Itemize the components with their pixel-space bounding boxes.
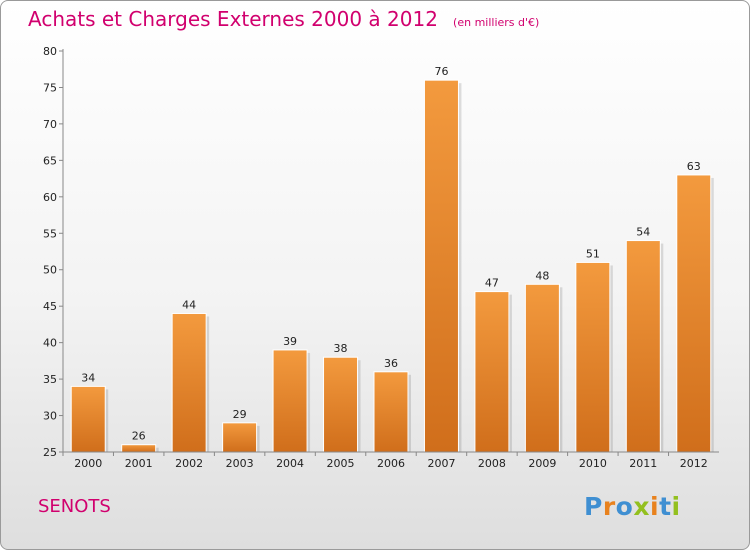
y-tick-label: 35 bbox=[43, 373, 57, 386]
x-tick-label: 2008 bbox=[478, 457, 506, 470]
y-tick-label: 30 bbox=[43, 410, 57, 423]
x-tick-label: 2009 bbox=[528, 457, 556, 470]
y-tick-label: 45 bbox=[43, 300, 57, 313]
bar-2004 bbox=[272, 349, 308, 453]
data-label-2007: 76 bbox=[434, 65, 448, 78]
x-tick-label: 2012 bbox=[680, 457, 708, 470]
y-tick-label: 55 bbox=[43, 227, 57, 240]
y-tick-label: 60 bbox=[43, 191, 57, 204]
x-tick-label: 2001 bbox=[125, 457, 153, 470]
x-tick-label: 2004 bbox=[276, 457, 304, 470]
data-label-2008: 47 bbox=[485, 277, 499, 290]
chart-subtitle: (en milliers d'€) bbox=[453, 16, 540, 29]
bar-2001 bbox=[121, 444, 157, 453]
bar-2000 bbox=[70, 385, 106, 453]
bar-2009 bbox=[524, 283, 560, 453]
y-tick-label: 50 bbox=[43, 264, 57, 277]
axes-layer: 2000 2001 2002 2003 2004 2005 2006 2007 2008 2009… bbox=[43, 45, 719, 470]
bar-2010 bbox=[575, 261, 611, 453]
brand-letter: r bbox=[602, 492, 616, 521]
data-label-2009: 48 bbox=[535, 269, 549, 282]
x-tick-label: 2005 bbox=[327, 457, 355, 470]
y-tick-label: 70 bbox=[43, 118, 57, 131]
bar-2005 bbox=[323, 356, 359, 453]
x-tick-label: 2011 bbox=[629, 457, 657, 470]
bar-2008 bbox=[474, 291, 510, 453]
y-tick-label: 40 bbox=[43, 337, 57, 350]
data-label-2002: 44 bbox=[182, 298, 196, 311]
data-label-2006: 36 bbox=[384, 357, 398, 370]
bar-2003 bbox=[222, 422, 258, 453]
brand-letter: x bbox=[633, 492, 650, 521]
y-tick-label: 80 bbox=[43, 45, 57, 58]
x-tick-label: 2006 bbox=[377, 457, 405, 470]
data-label-2000: 34 bbox=[81, 371, 95, 384]
y-tick-label: 65 bbox=[43, 154, 57, 167]
data-label-2011: 54 bbox=[636, 226, 650, 239]
data-label-2004: 39 bbox=[283, 335, 297, 348]
y-tick-label: 75 bbox=[43, 81, 57, 94]
data-label-2003: 29 bbox=[233, 408, 247, 421]
brand-letter: i bbox=[650, 492, 660, 521]
x-tick-label: 2000 bbox=[74, 457, 102, 470]
brand-letter: t bbox=[659, 492, 672, 521]
title-row: Achats et Charges Externes 2000 à 2012 (… bbox=[28, 7, 539, 31]
bar-2011 bbox=[625, 240, 661, 453]
x-tick-label: 2007 bbox=[427, 457, 455, 470]
bar-2007 bbox=[423, 79, 459, 453]
bar-2002 bbox=[171, 312, 207, 453]
data-label-2001: 26 bbox=[132, 430, 146, 443]
location-name: SENOTS bbox=[38, 496, 111, 517]
brand-letter: i bbox=[671, 492, 681, 521]
bars-layer: 34 26 44 29 39 38 36 76 47 48 51 54 63 bbox=[70, 65, 714, 453]
bar-2006 bbox=[373, 371, 409, 453]
y-tick-label: 25 bbox=[43, 446, 57, 459]
x-tick-label: 2003 bbox=[226, 457, 254, 470]
data-label-2012: 63 bbox=[687, 160, 701, 173]
x-tick-label: 2010 bbox=[579, 457, 607, 470]
chart-title: Achats et Charges Externes 2000 à 2012 bbox=[28, 7, 438, 31]
data-label-2005: 38 bbox=[334, 342, 348, 355]
brand-letter: o bbox=[615, 492, 634, 521]
data-label-2010: 51 bbox=[586, 247, 600, 260]
brand-logo: Proxiti bbox=[584, 492, 681, 521]
brand-letter: P bbox=[584, 492, 603, 521]
x-tick-label: 2002 bbox=[175, 457, 203, 470]
bar-2012 bbox=[676, 174, 712, 453]
